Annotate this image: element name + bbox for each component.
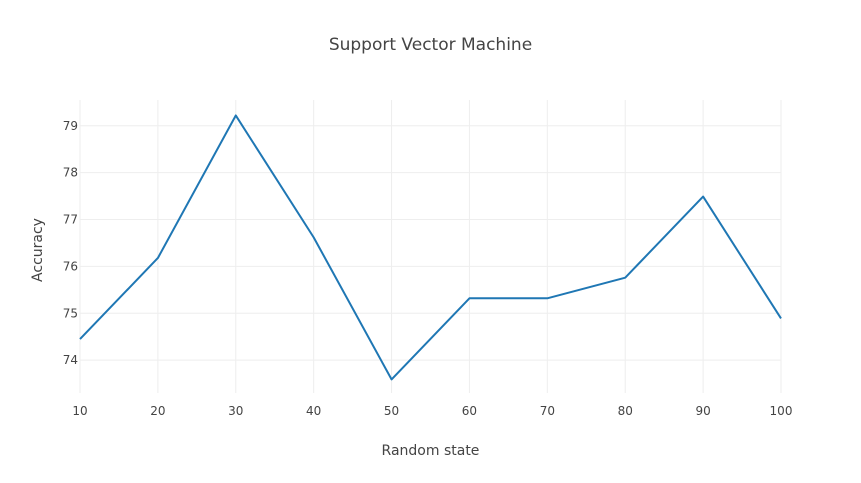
- x-tick-label-40: 40: [306, 404, 321, 418]
- x-tick-labels: 10 20 30 40 50 60 70 80 90 100: [72, 404, 792, 418]
- y-tick-labels: 74 75 76 77 78 79: [63, 119, 78, 367]
- y-tick-label-78: 78: [63, 166, 78, 180]
- y-tick-label-76: 76: [63, 259, 78, 273]
- x-tick-label-30: 30: [228, 404, 243, 418]
- x-gridlines: [79, 100, 782, 393]
- x-tick-label-100: 100: [770, 404, 793, 418]
- x-axis-title: Random state: [382, 443, 480, 459]
- x-tick-label-60: 60: [462, 404, 477, 418]
- x-tick-label-50: 50: [384, 404, 399, 418]
- series-layer: [79, 114, 782, 381]
- series-line-0: [79, 114, 782, 381]
- y-gridlines: [80, 125, 781, 361]
- y-tick-label-77: 77: [63, 213, 78, 227]
- y-tick-label-79: 79: [63, 119, 78, 133]
- x-tick-label-90: 90: [695, 404, 710, 418]
- x-tick-label-70: 70: [540, 404, 555, 418]
- y-tick-label-75: 75: [63, 306, 78, 320]
- x-tick-label-10: 10: [72, 404, 87, 418]
- x-tick-label-80: 80: [618, 404, 633, 418]
- x-tick-label-20: 20: [150, 404, 165, 418]
- chart-title: Support Vector Machine: [329, 35, 532, 55]
- y-tick-label-74: 74: [63, 353, 78, 367]
- y-axis-title: Accuracy: [30, 218, 46, 282]
